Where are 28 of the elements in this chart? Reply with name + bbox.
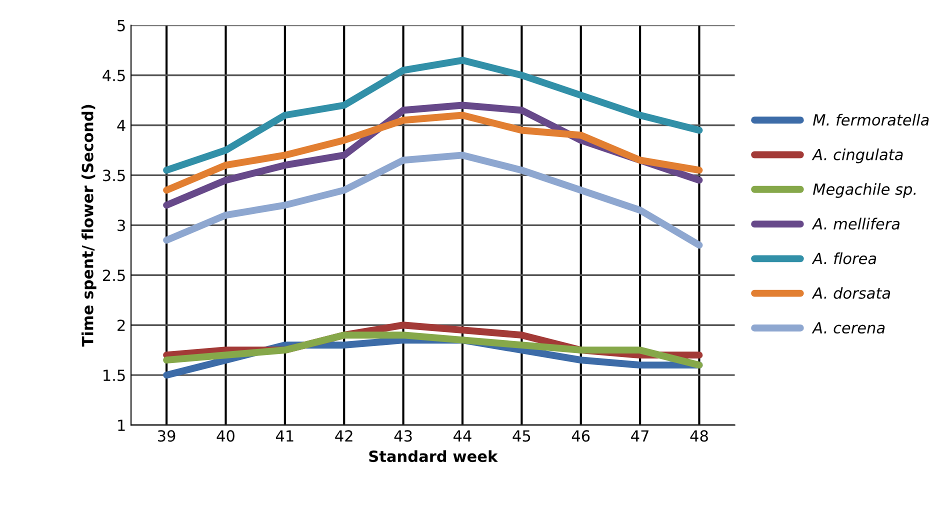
legend-label: A. mellifera <box>812 218 900 230</box>
x-tick-label: 44 <box>454 430 472 442</box>
x-tick-label: 41 <box>276 430 294 442</box>
x-tick-label: 43 <box>394 430 412 442</box>
legend-label: A. dorsata <box>812 287 890 299</box>
legend-label: A. cingulata <box>812 148 903 164</box>
y-tick-label: 1.5 <box>104 370 125 382</box>
legend-label: M. fermoratella <box>813 114 929 126</box>
x-tick-label: 42 <box>335 430 352 442</box>
y-tick-label: 3 <box>118 220 125 232</box>
x-tick-label: 40 <box>216 430 234 442</box>
x-tick-label: 45 <box>512 430 530 442</box>
x-axis-title: Standard week <box>369 450 498 462</box>
y-tick-label: 3.5 <box>103 170 125 182</box>
y-tick-label: 4 <box>117 120 126 132</box>
y-tick-label: 2.5 <box>103 270 125 282</box>
x-tick-label: 39 <box>158 430 176 442</box>
x-tick-label: 47 <box>631 430 648 442</box>
y-tick-label: 4.5 <box>102 70 125 82</box>
legend-label: A. cerena <box>812 322 885 334</box>
x-tick-label: 46 <box>572 430 590 442</box>
y-axis-title: Time spent/ flower (Second) <box>82 104 96 347</box>
y-tick-label: 1 <box>118 420 125 431</box>
y-tick-label: 2 <box>118 320 125 331</box>
legend-label: Megachile sp. <box>813 183 916 198</box>
x-tick-label: 48 <box>690 430 708 442</box>
y-tick-label: 5 <box>118 20 125 32</box>
legend-label: A. florea <box>812 252 876 264</box>
